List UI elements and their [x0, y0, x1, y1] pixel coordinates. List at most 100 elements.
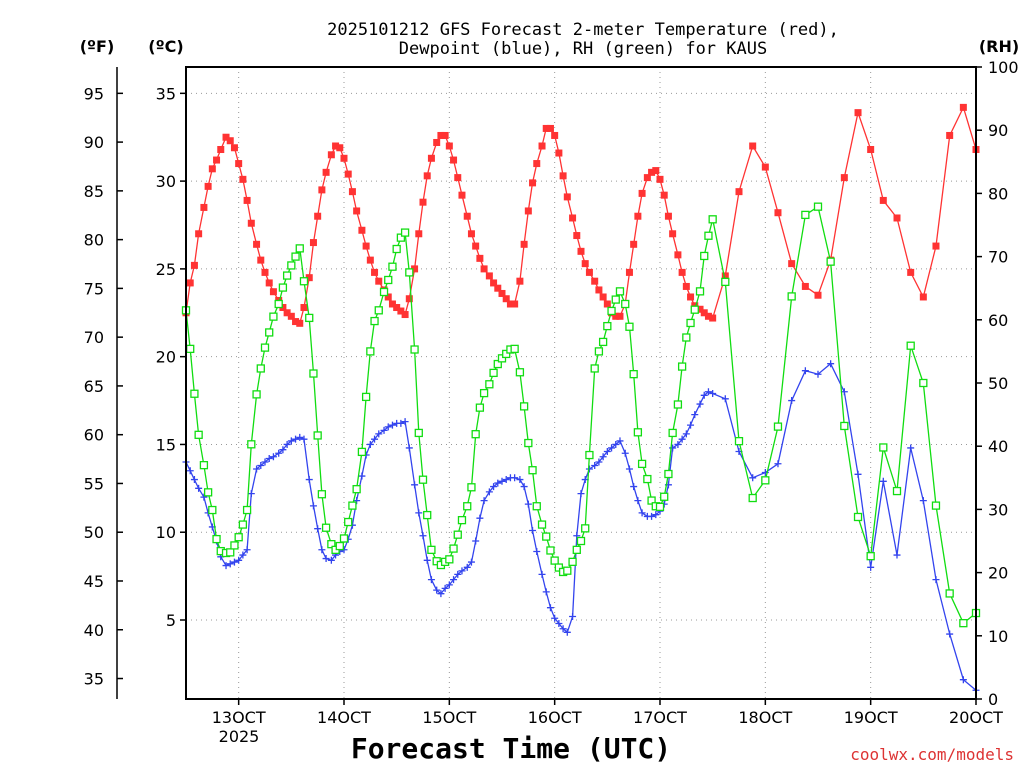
dewpoint-point	[279, 446, 287, 454]
dewpoint-point	[292, 435, 300, 443]
dewpoint-point	[494, 479, 502, 487]
rh-point	[554, 563, 564, 572]
rh-point	[282, 271, 292, 280]
rh-point	[542, 532, 551, 541]
temperature-point	[458, 191, 466, 199]
fahrenheit-tick-label: 55	[84, 474, 104, 493]
temperature-point	[652, 167, 660, 175]
dewpoint-point	[538, 570, 546, 578]
rh-point	[414, 428, 423, 438]
rh-tick-label: 0	[988, 690, 998, 709]
temperature-point	[239, 175, 247, 183]
rh-point	[418, 475, 428, 484]
dewpoint-point	[265, 454, 273, 462]
rh-point	[396, 233, 406, 242]
dewpoint-point	[384, 423, 392, 431]
rh-point	[590, 364, 599, 373]
chart-title-line1: 2025101212 GFS Forecast 2-meter Temperat…	[327, 20, 839, 40]
temperature-point	[322, 168, 330, 176]
temperature-point	[427, 154, 435, 162]
dewpoint-point	[511, 474, 519, 482]
dewpoint-point	[186, 467, 194, 475]
dewpoint-point	[827, 360, 835, 368]
dewpoint-point	[485, 488, 493, 496]
dewpoint-point	[569, 612, 577, 620]
dewpoint-point	[261, 458, 269, 466]
x-tick-label: 17OCT	[633, 708, 687, 727]
rh-point	[423, 510, 432, 520]
temperature-point	[879, 196, 887, 204]
temperature-point	[327, 151, 335, 159]
dewpoint-point	[358, 472, 366, 480]
dewpoint-point	[867, 563, 875, 571]
rh-point	[299, 277, 309, 286]
temperature-point	[292, 318, 300, 326]
dewpoint-point	[854, 470, 862, 478]
temperature-point	[366, 256, 374, 264]
rh-point	[321, 523, 331, 532]
rh-point	[945, 589, 954, 598]
temperature-point	[353, 207, 361, 215]
temperature-point	[332, 142, 340, 150]
dewpoint-point	[520, 483, 528, 491]
temperature-point	[388, 300, 396, 308]
rh-point	[226, 548, 235, 557]
temperature-point	[463, 212, 471, 220]
rh-point	[607, 306, 616, 316]
rh-point	[633, 428, 643, 437]
temperature-point	[419, 198, 427, 206]
temperature-point	[735, 188, 743, 196]
temperature-point	[563, 193, 571, 201]
dewpoint-point	[371, 435, 379, 443]
temperature-point	[397, 307, 405, 315]
temperature-point	[749, 142, 757, 150]
dewpoint-point	[603, 447, 611, 455]
temperature-point	[287, 312, 295, 320]
dewpoint-point	[480, 497, 488, 505]
rh-point	[813, 202, 823, 211]
rh-point	[344, 517, 353, 527]
temperature-point	[401, 311, 409, 319]
dewpoint-point	[502, 476, 510, 484]
dewpoint-point	[437, 590, 445, 598]
temperature-point	[612, 312, 620, 320]
dewpoint-point	[472, 537, 480, 545]
rh-point	[291, 252, 300, 261]
rh-point	[853, 512, 863, 522]
dewpoint-point	[405, 444, 413, 452]
temperature-point	[441, 131, 449, 139]
dewpoint-point	[375, 430, 383, 438]
rh-point	[700, 251, 709, 261]
dewpoint-point	[932, 576, 940, 584]
dewpoint-point	[625, 465, 633, 473]
temperature-point	[581, 260, 589, 268]
temperature-point	[959, 103, 967, 111]
rh-point	[370, 316, 379, 326]
dewpoint-point	[893, 551, 901, 559]
dewpoint-point	[433, 586, 441, 594]
rh-point	[256, 364, 265, 373]
rh-point	[704, 231, 713, 240]
rh-point	[260, 343, 270, 352]
rh-point	[919, 378, 928, 388]
celsius-tick-label: 25	[156, 260, 176, 279]
dewpoint-point	[243, 546, 251, 554]
temperature-point	[506, 300, 514, 308]
dewpoint-point	[296, 433, 304, 441]
temperature-point	[200, 203, 208, 211]
dewpoint-point	[788, 397, 796, 405]
rh-point	[410, 345, 419, 354]
rh-tick-label: 100	[988, 58, 1019, 77]
dewpoint-point	[401, 418, 409, 426]
temperature-point	[893, 214, 901, 222]
dewpoint-point	[691, 411, 699, 419]
dewpoint-point	[467, 558, 475, 566]
temperature-point	[867, 146, 875, 154]
rh-point	[519, 402, 529, 411]
rh-point	[931, 501, 941, 510]
rh-point	[621, 299, 630, 309]
dewpoint-point	[380, 426, 388, 434]
rh-point	[959, 619, 968, 628]
rh-point	[690, 305, 699, 314]
temperature-point	[814, 291, 822, 299]
